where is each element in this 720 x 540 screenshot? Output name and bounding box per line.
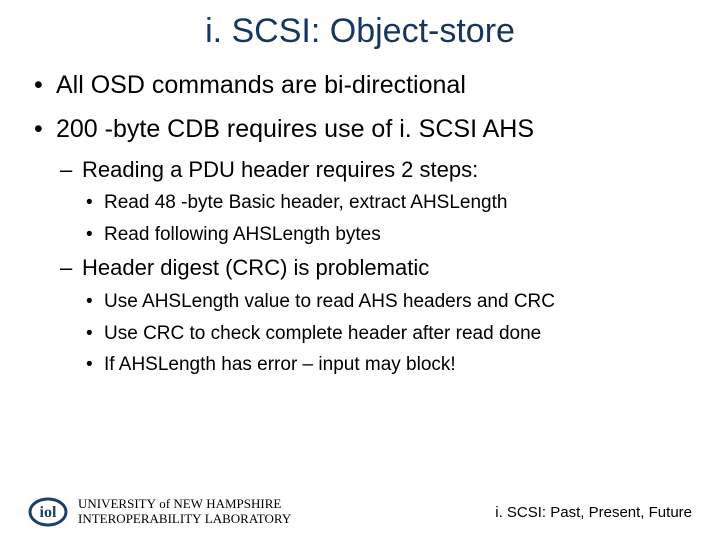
- bullet-list-lvl1: All OSD commands are bi-directional 200 …: [32, 69, 692, 378]
- slide-footer: iol UNIVERSITY of NEW HAMPSHIRE INTEROPE…: [0, 496, 720, 528]
- bullet-text: Read 48 -byte Basic header, extract AHSL…: [104, 192, 507, 213]
- slide: i. SCSI: Object-store All OSD commands a…: [0, 0, 720, 540]
- bullet-text: Use AHSLength value to read AHS headers …: [104, 291, 555, 312]
- bullet-lvl3: If AHSLength has error – input may block…: [82, 352, 692, 378]
- bullet-text: Header digest (CRC) is problematic: [82, 255, 429, 280]
- bullet-lvl2: Header digest (CRC) is problematic Use A…: [56, 253, 692, 378]
- slide-title: i. SCSI: Object-store: [28, 12, 692, 51]
- logo-text: iol: [40, 504, 57, 521]
- bullet-lvl2: Reading a PDU header requires 2 steps: R…: [56, 155, 692, 248]
- bullet-lvl1: All OSD commands are bi-directional: [32, 69, 692, 103]
- bullet-text: If AHSLength has error – input may block…: [104, 354, 456, 375]
- org-name: UNIVERSITY of NEW HAMPSHIRE INTEROPERABI…: [78, 497, 291, 527]
- bullet-list-lvl3: Read 48 -byte Basic header, extract AHSL…: [82, 190, 692, 247]
- iol-logo-svg: iol: [28, 496, 68, 528]
- bullet-lvl3: Read following AHSLength bytes: [82, 222, 692, 248]
- bullet-lvl1: 200 -byte CDB requires use of i. SCSI AH…: [32, 113, 692, 378]
- iol-logo: iol: [28, 496, 68, 528]
- bullet-text: Read following AHSLength bytes: [104, 224, 381, 245]
- footer-tagline: i. SCSI: Past, Present, Future: [495, 504, 692, 521]
- bullet-list-lvl2: Reading a PDU header requires 2 steps: R…: [56, 155, 692, 379]
- slide-body: All OSD commands are bi-directional 200 …: [28, 69, 692, 378]
- bullet-text: Use CRC to check complete header after r…: [104, 323, 541, 344]
- bullet-lvl3: Read 48 -byte Basic header, extract AHSL…: [82, 190, 692, 216]
- bullet-text: 200 -byte CDB requires use of i. SCSI AH…: [56, 115, 534, 143]
- bullet-list-lvl3: Use AHSLength value to read AHS headers …: [82, 289, 692, 378]
- org-line2: INTEROPERABILITY LABORATORY: [78, 512, 291, 527]
- bullet-lvl3: Use AHSLength value to read AHS headers …: [82, 289, 692, 315]
- bullet-text: Reading a PDU header requires 2 steps:: [82, 157, 478, 182]
- bullet-lvl3: Use CRC to check complete header after r…: [82, 321, 692, 347]
- org-line1: UNIVERSITY of NEW HAMPSHIRE: [78, 497, 291, 512]
- bullet-text: All OSD commands are bi-directional: [56, 71, 466, 99]
